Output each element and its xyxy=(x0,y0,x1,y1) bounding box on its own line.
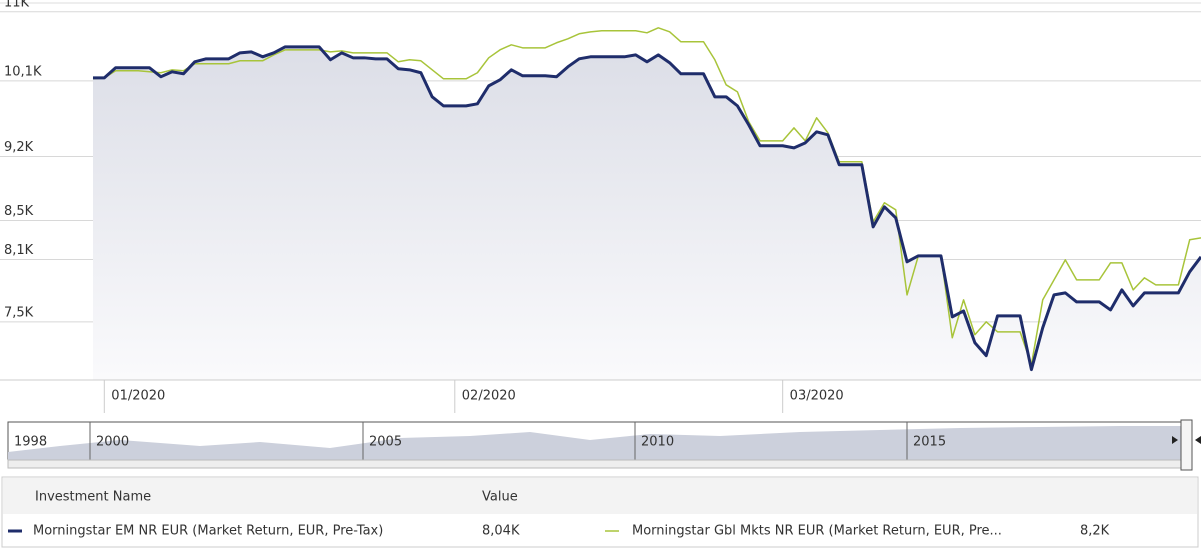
navigator-label: 2000 xyxy=(96,435,129,450)
navigator: 1998 2000 2005 2010 2015 xyxy=(7,419,1201,471)
legend-name: Morningstar Gbl Mkts NR EUR (Market Retu… xyxy=(632,524,1002,539)
navigator-arrow[interactable] xyxy=(1172,436,1178,444)
series-line xyxy=(92,27,1201,366)
legend-table: Investment Name Value Morningstar EM NR … xyxy=(1,476,1199,548)
series-line xyxy=(93,45,1201,372)
y-tick-label: 8,1K xyxy=(4,243,34,258)
x-tick-label: 02/2020 xyxy=(462,389,516,404)
legend-row: Morningstar EM NR EUR (Market Return, EU… xyxy=(8,524,1110,539)
navigator-area xyxy=(8,426,1182,460)
navigator-label: 2005 xyxy=(369,435,402,450)
y-tick-label: 8,5K xyxy=(4,204,34,219)
legend-value: 8,04K xyxy=(482,524,520,539)
plot-area xyxy=(0,11,1201,380)
navigator-arrow[interactable] xyxy=(1195,436,1201,444)
y-tick-label: 11K xyxy=(4,0,30,10)
y-tick-label: 9,2K xyxy=(4,140,34,155)
area xyxy=(93,46,1201,380)
table-header-bg xyxy=(3,478,1197,514)
x-tick-label: 01/2020 xyxy=(111,389,165,404)
navigator-label: 2010 xyxy=(641,435,674,450)
navigator-scrollbar[interactable] xyxy=(7,459,1183,469)
table-header: Investment Name xyxy=(35,490,151,505)
navigator-handle[interactable] xyxy=(1180,419,1193,471)
x-axis: 01/2020 02/2020 03/2020 xyxy=(103,380,844,413)
table-header: Value xyxy=(482,490,518,505)
legend-name: Morningstar EM NR EUR (Market Return, EU… xyxy=(33,524,383,539)
navigator-label: 1998 xyxy=(14,435,47,450)
x-tick-label: 03/2020 xyxy=(790,389,844,404)
y-tick-label: 10,1K xyxy=(4,64,42,79)
y-tick-label: 7,5K xyxy=(4,305,34,320)
navigator-label: 2015 xyxy=(913,435,946,450)
legend-value: 8,2K xyxy=(1080,524,1110,539)
